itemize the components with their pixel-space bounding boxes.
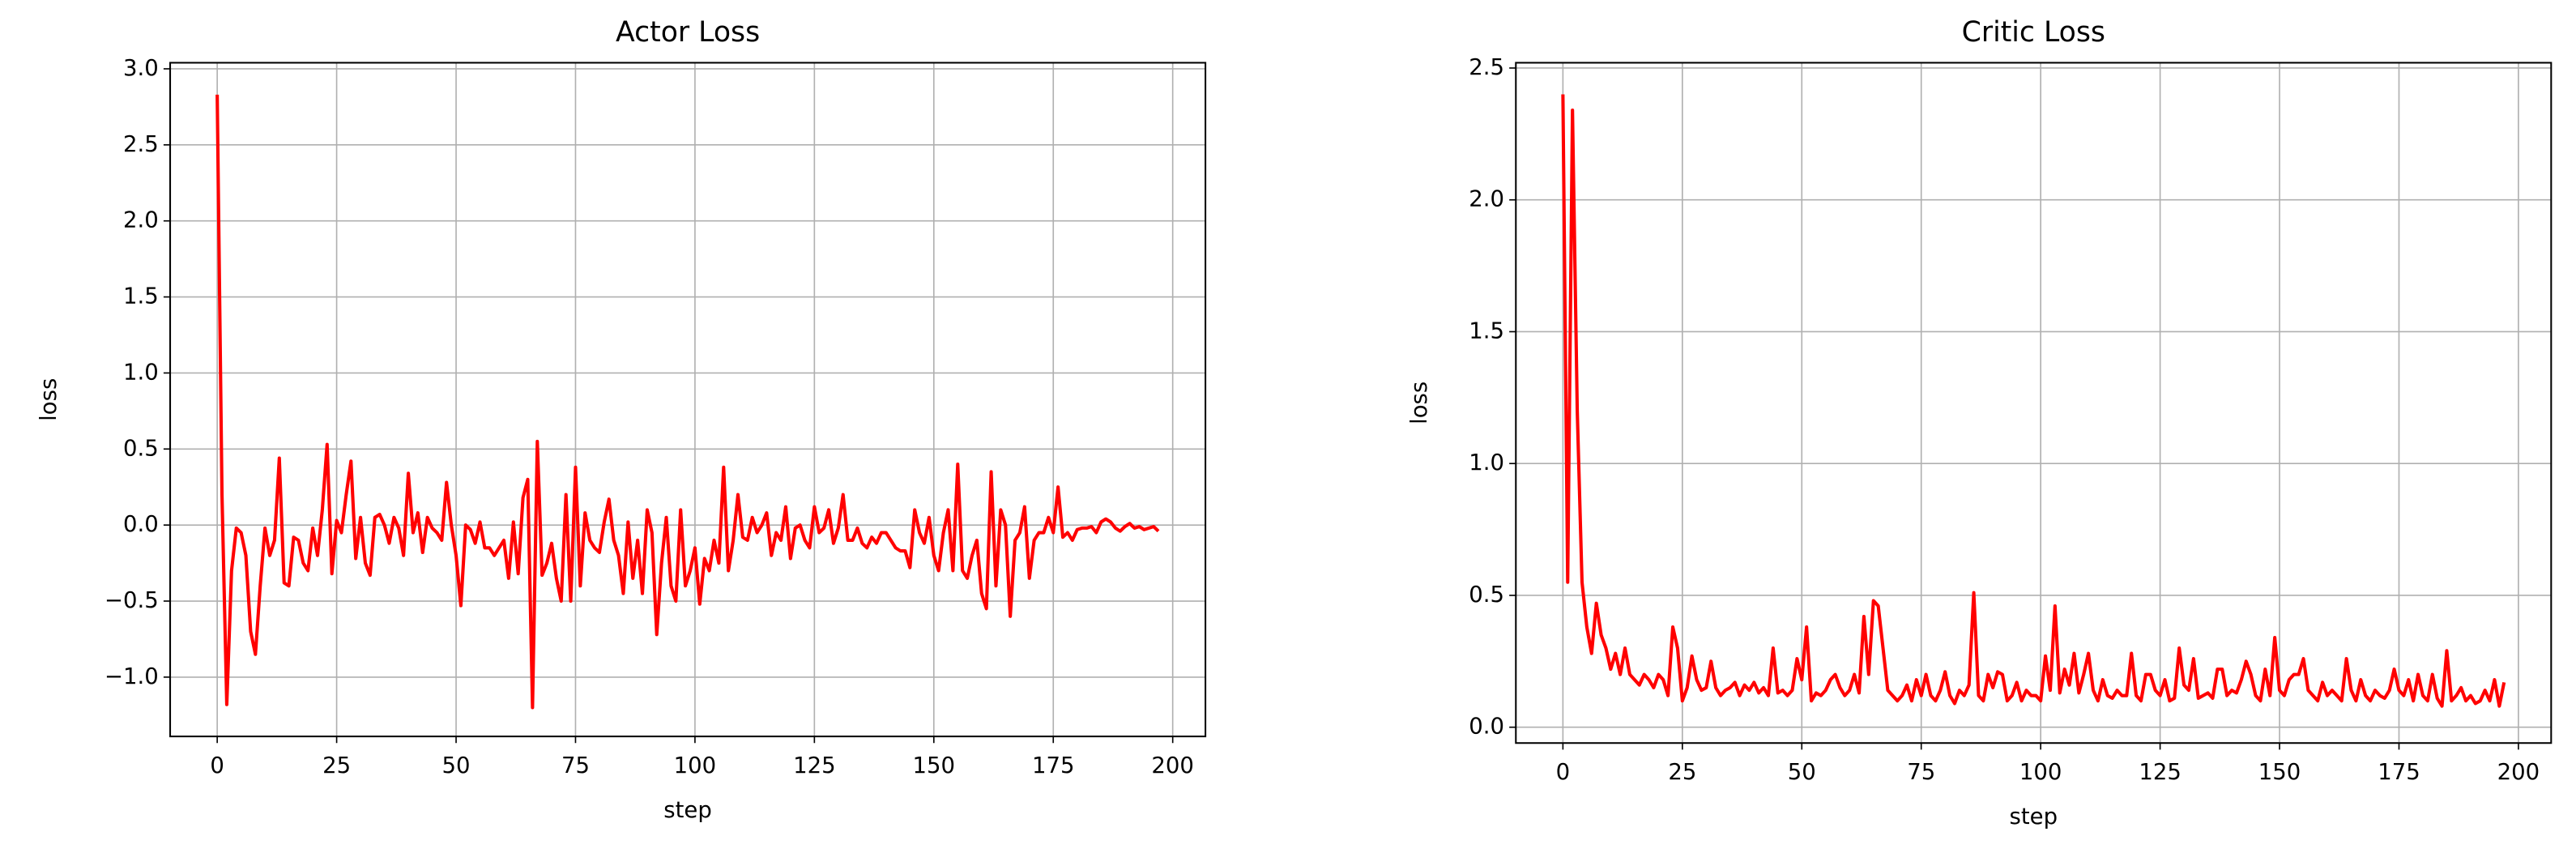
y-tick-label: 1.5 <box>123 284 159 309</box>
x-tick-label: 25 <box>1668 759 1696 785</box>
y-tick-label: 2.0 <box>123 207 159 233</box>
x-tick-label: 100 <box>674 753 717 778</box>
y-tick-label: 2.5 <box>1469 54 1504 80</box>
x-tick-label: 175 <box>1032 753 1075 778</box>
y-tick-label: 1.0 <box>123 359 159 385</box>
y-tick-label: −1.0 <box>104 663 159 689</box>
x-tick-label: 75 <box>1907 759 1935 785</box>
y-axis-label: loss <box>36 378 62 421</box>
x-tick-label: 100 <box>2019 759 2062 785</box>
x-tick-label: 175 <box>2378 759 2420 785</box>
chart-title: Critic Loss <box>1962 16 2105 49</box>
x-tick-label: 50 <box>1788 759 1816 785</box>
y-axis-label: loss <box>1406 382 1432 424</box>
x-tick-label: 75 <box>561 753 590 778</box>
x-axis-label: step <box>663 797 712 823</box>
x-tick-label: 25 <box>322 753 351 778</box>
y-tick-label: 0.5 <box>123 435 159 461</box>
chart-title: Actor Loss <box>616 16 760 49</box>
x-tick-label: 50 <box>442 753 471 778</box>
y-tick-label: 0.0 <box>123 511 159 537</box>
y-tick-label: −0.5 <box>104 587 159 613</box>
x-axis-label: step <box>2010 804 2058 830</box>
y-tick-label: 3.0 <box>123 55 159 81</box>
x-tick-label: 125 <box>793 753 836 778</box>
x-tick-label: 0 <box>1556 759 1570 785</box>
x-tick-label: 150 <box>2258 759 2301 785</box>
x-tick-label: 200 <box>2497 759 2540 785</box>
x-tick-label: 125 <box>2139 759 2181 785</box>
x-tick-label: 150 <box>913 753 956 778</box>
y-tick-label: 1.0 <box>1469 450 1504 476</box>
loss-line <box>215 94 1160 710</box>
y-tick-label: 0.5 <box>1469 582 1504 608</box>
y-tick-label: 1.5 <box>1469 318 1504 343</box>
axes-frame <box>169 62 1207 738</box>
y-tick-label: 2.5 <box>123 131 159 157</box>
y-tick-label: 2.0 <box>1469 186 1504 212</box>
x-tick-label: 200 <box>1151 753 1194 778</box>
y-tick-label: 0.0 <box>1469 714 1504 740</box>
loss-line <box>1561 94 2506 708</box>
x-tick-label: 0 <box>210 753 224 778</box>
axes-frame <box>1515 62 2553 744</box>
